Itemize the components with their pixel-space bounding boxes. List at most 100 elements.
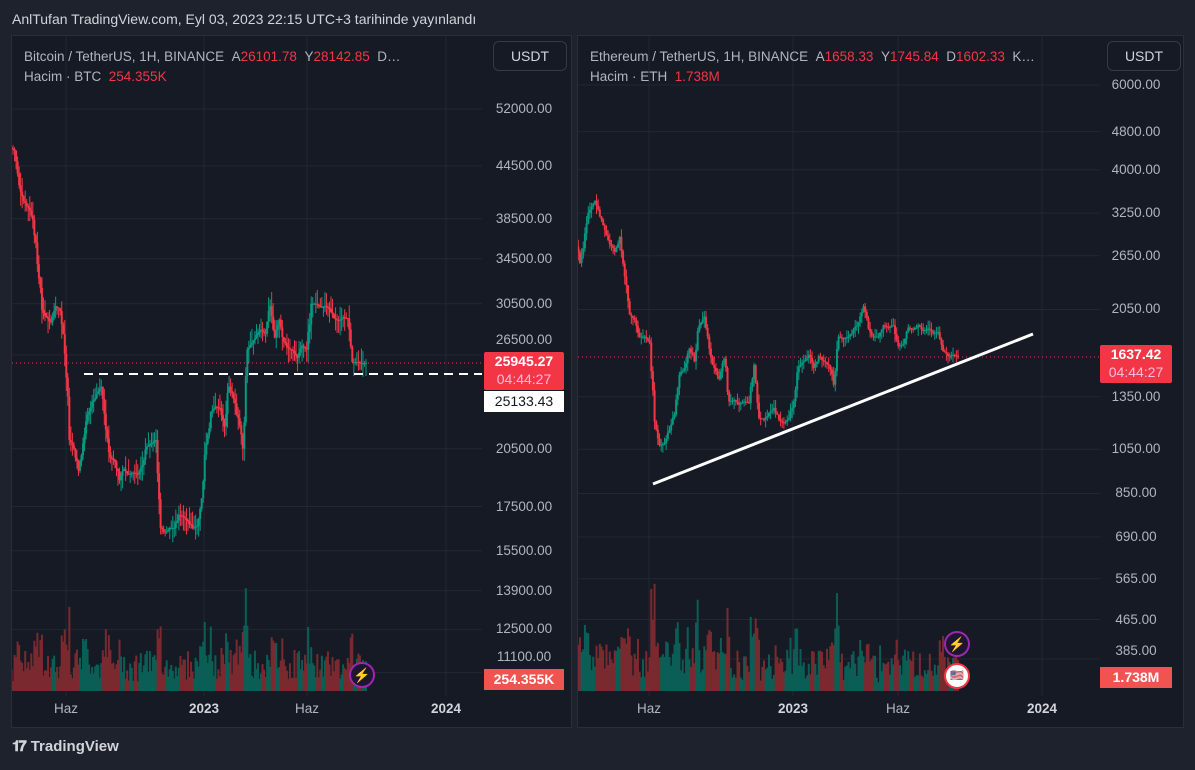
candle-body bbox=[706, 327, 709, 337]
volume-bar bbox=[613, 650, 616, 691]
candle-body bbox=[650, 342, 653, 372]
candle-body bbox=[310, 303, 313, 325]
tradingview-logo[interactable]: 𝟏𝟕 TradingView bbox=[12, 738, 119, 755]
candle-body bbox=[30, 210, 33, 216]
candle-body bbox=[930, 329, 933, 332]
volume-bar bbox=[191, 671, 194, 691]
volume-bar bbox=[253, 650, 256, 691]
candle-body bbox=[893, 325, 896, 335]
candle-body bbox=[270, 306, 273, 317]
volume-bar bbox=[597, 658, 600, 691]
price-tick: 690.00 bbox=[1115, 529, 1157, 545]
candle-body bbox=[77, 460, 80, 471]
candle-body bbox=[643, 336, 646, 338]
volume-bar bbox=[933, 664, 936, 691]
candle-body bbox=[82, 443, 85, 456]
volume-bar bbox=[346, 657, 349, 691]
candle-body bbox=[827, 363, 830, 366]
volume-bar bbox=[320, 655, 323, 691]
volume-bar bbox=[237, 664, 240, 691]
trendline bbox=[652, 332, 1034, 486]
candle-body bbox=[340, 318, 343, 320]
volume-bar bbox=[928, 653, 931, 691]
candle-body bbox=[305, 348, 308, 350]
eth-chart-panel[interactable]: Ethereum / TetherUS, 1H, BINANCE A1658.3… bbox=[577, 35, 1184, 728]
volume-bar bbox=[840, 653, 843, 691]
candle-body bbox=[267, 310, 270, 322]
candle-body bbox=[814, 363, 817, 368]
candle-body bbox=[917, 325, 920, 328]
candle-body bbox=[158, 473, 161, 500]
candle-body bbox=[241, 434, 244, 449]
candle-body bbox=[746, 402, 749, 404]
lightning-event-icon[interactable]: ⚡ bbox=[944, 631, 970, 657]
candle-body bbox=[602, 219, 605, 226]
candle-body bbox=[202, 481, 205, 499]
candle-body bbox=[78, 461, 81, 471]
volume-bar bbox=[188, 676, 191, 691]
candle-body bbox=[766, 416, 769, 418]
volume-bar bbox=[648, 657, 651, 691]
volume-bar bbox=[602, 650, 605, 691]
candle-body bbox=[898, 345, 901, 347]
volume-value: 1.738M bbox=[674, 69, 720, 84]
candle-body bbox=[869, 328, 872, 332]
candle-body bbox=[249, 344, 252, 348]
btc-chart-panel[interactable]: Bitcoin / TetherUS, 1H, BINANCE A26101.7… bbox=[11, 35, 572, 728]
candle-body bbox=[197, 518, 200, 526]
volume-bar bbox=[304, 654, 307, 691]
symbol-title[interactable]: Bitcoin / TetherUS, 1H, BINANCE bbox=[24, 49, 225, 64]
candle-body bbox=[912, 328, 915, 330]
volume-bar bbox=[763, 660, 765, 691]
volume-bar bbox=[718, 653, 721, 691]
candle-body bbox=[36, 242, 39, 265]
candle-body bbox=[285, 343, 288, 348]
candle-body bbox=[681, 370, 684, 372]
candle-body bbox=[253, 337, 256, 341]
candle-body bbox=[101, 386, 104, 399]
candle-body bbox=[595, 200, 598, 206]
candle-body bbox=[763, 419, 765, 421]
volume-bar bbox=[655, 646, 658, 691]
candle-body bbox=[829, 365, 832, 370]
volume-bar bbox=[177, 667, 180, 691]
candle-body bbox=[673, 414, 676, 418]
candle-body bbox=[355, 361, 358, 363]
volume-bar bbox=[167, 676, 170, 691]
candle-body bbox=[622, 251, 625, 264]
candle-body bbox=[272, 316, 275, 330]
price-tick: 2050.00 bbox=[1111, 301, 1161, 317]
lightning-event-icon[interactable]: ⚡ bbox=[349, 662, 375, 688]
candle-body bbox=[165, 531, 168, 533]
candle-body bbox=[118, 471, 121, 481]
candle-body bbox=[920, 327, 923, 330]
currency-button[interactable]: USDT bbox=[1107, 41, 1181, 71]
volume-bar bbox=[744, 656, 747, 691]
candle-body bbox=[156, 439, 159, 474]
candle-body bbox=[187, 520, 189, 522]
volume-bar bbox=[658, 657, 661, 691]
volume-bar bbox=[244, 588, 247, 691]
volume-bar bbox=[305, 663, 308, 691]
volume-bar bbox=[622, 638, 625, 691]
candle-body bbox=[867, 318, 870, 329]
volume-bar bbox=[82, 638, 85, 691]
volume-bar bbox=[127, 680, 130, 691]
candle-body bbox=[748, 402, 751, 404]
volume-bar bbox=[156, 629, 159, 691]
volume-bar bbox=[74, 653, 77, 691]
candle-body bbox=[293, 350, 296, 354]
volume-bar bbox=[686, 627, 689, 691]
candle-body bbox=[826, 362, 829, 364]
btc-chart-canvas[interactable] bbox=[12, 36, 572, 728]
candle-body bbox=[578, 252, 581, 264]
volume-bar bbox=[275, 642, 278, 691]
candle-body bbox=[942, 344, 945, 352]
volume-bar bbox=[33, 640, 36, 691]
us-flag-event-icon[interactable]: 🇺🇸 bbox=[944, 663, 970, 689]
currency-button[interactable]: USDT bbox=[493, 41, 567, 71]
volume-bar bbox=[278, 667, 281, 691]
symbol-title[interactable]: Ethereum / TetherUS, 1H, BINANCE bbox=[590, 49, 809, 64]
eth-chart-canvas[interactable] bbox=[578, 36, 1184, 728]
candle-body bbox=[862, 306, 865, 313]
